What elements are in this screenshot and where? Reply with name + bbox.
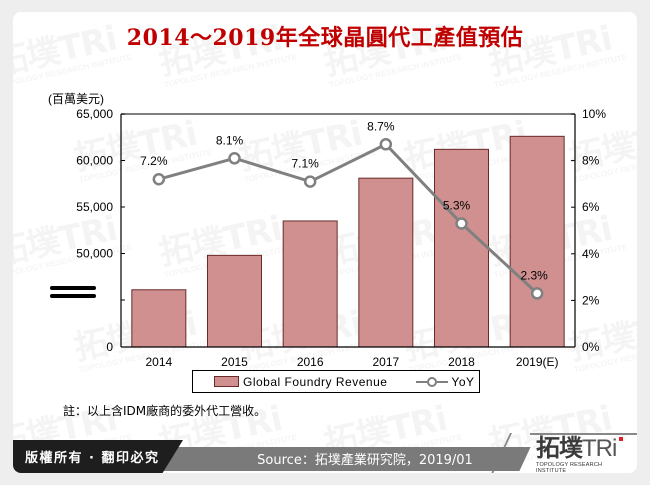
copyright-tab xyxy=(13,440,183,473)
x-axis-labels: 2014 2015 2016 2017 2018 2019(E) xyxy=(145,355,558,369)
footnote: 註：以上含IDM廠商的委外代工營收。 xyxy=(63,404,267,418)
y2-tick-label: 10% xyxy=(582,107,606,121)
yoy-marker-icon xyxy=(228,152,241,165)
data-label: 5.3% xyxy=(443,199,471,213)
bar xyxy=(131,289,187,348)
logo-subtitle: TOPOLOGY RESEARCH INSTITUTE xyxy=(536,462,603,474)
right-axis: 10% 8% 6% 4% 2% 0% xyxy=(571,107,606,354)
bar xyxy=(282,220,338,348)
data-label: 2.3% xyxy=(520,268,548,282)
y2-tick-label: 8% xyxy=(582,154,600,168)
yoy-marker-icon xyxy=(455,217,468,230)
y-axis-unit-label: (百萬美元) xyxy=(48,92,104,106)
y2-tick-label: 2% xyxy=(582,293,600,307)
logo-main-text: 拓墣 xyxy=(536,434,583,462)
copyright-text: 版權所有 · 翻印必究 xyxy=(25,451,160,466)
bar xyxy=(358,177,414,348)
page-title: 2014～2019年全球晶圓代工產值預估 xyxy=(126,25,524,51)
legend-line-label: YoY xyxy=(451,374,475,389)
x-tick-label: 2016 xyxy=(297,355,324,369)
data-label: 8.1% xyxy=(216,133,244,147)
x-tick-label: 2019(E) xyxy=(516,355,559,369)
legend-bar-label: Global Foundry Revenue xyxy=(243,374,388,389)
data-label: 8.7% xyxy=(367,119,395,133)
yoy-marker-icon xyxy=(303,175,317,188)
x-tick-label: 2014 xyxy=(145,355,172,369)
y-tick-label: 50,000 xyxy=(76,247,113,261)
y2-tick-label: 4% xyxy=(582,247,600,261)
yoy-marker-icon xyxy=(379,138,393,151)
line-marker-icon xyxy=(416,376,449,387)
logo-tri-text: TRi xyxy=(582,435,617,462)
yoy-marker-icon xyxy=(152,172,166,186)
legend: Global Foundry Revenue YoY xyxy=(192,370,480,393)
y-tick-label: 60,000 xyxy=(76,154,113,168)
left-axis: 65,000 60,000 55,000 50,000 0 xyxy=(76,107,125,354)
y-tick-label: 65,000 xyxy=(76,107,113,121)
x-tick-label: 2018 xyxy=(448,355,475,369)
y-tick-label: 0 xyxy=(106,340,113,354)
bar xyxy=(434,148,489,348)
y2-tick-label: 0% xyxy=(582,340,600,354)
bar-swatch-icon xyxy=(214,376,239,387)
plot-frame xyxy=(120,113,576,348)
tri-logo: 拓墣TRi TOPOLOGY RESEARCH INSTITUTE xyxy=(536,434,631,474)
source-text: Source：拓墣產業研究院，2019/01 xyxy=(257,453,473,468)
y2-tick-label: 6% xyxy=(582,200,600,214)
data-label: 7.2% xyxy=(140,154,168,168)
x-tick-label: 2015 xyxy=(221,355,248,369)
bar-series xyxy=(131,135,565,348)
y-tick-label: 55,000 xyxy=(76,200,113,214)
axis-break-icon xyxy=(50,286,96,298)
footer-divider xyxy=(530,433,637,435)
yoy-marker-icon xyxy=(530,287,544,300)
yoy-line-series: 7.2% 8.1% 7.1% 8.7% 5.3% 2.3% xyxy=(140,119,548,300)
x-tick-label: 2017 xyxy=(372,355,399,369)
bar xyxy=(207,254,262,348)
bar xyxy=(509,135,565,348)
data-label: 7.1% xyxy=(291,157,319,171)
logo-red-dot-icon xyxy=(619,437,623,441)
